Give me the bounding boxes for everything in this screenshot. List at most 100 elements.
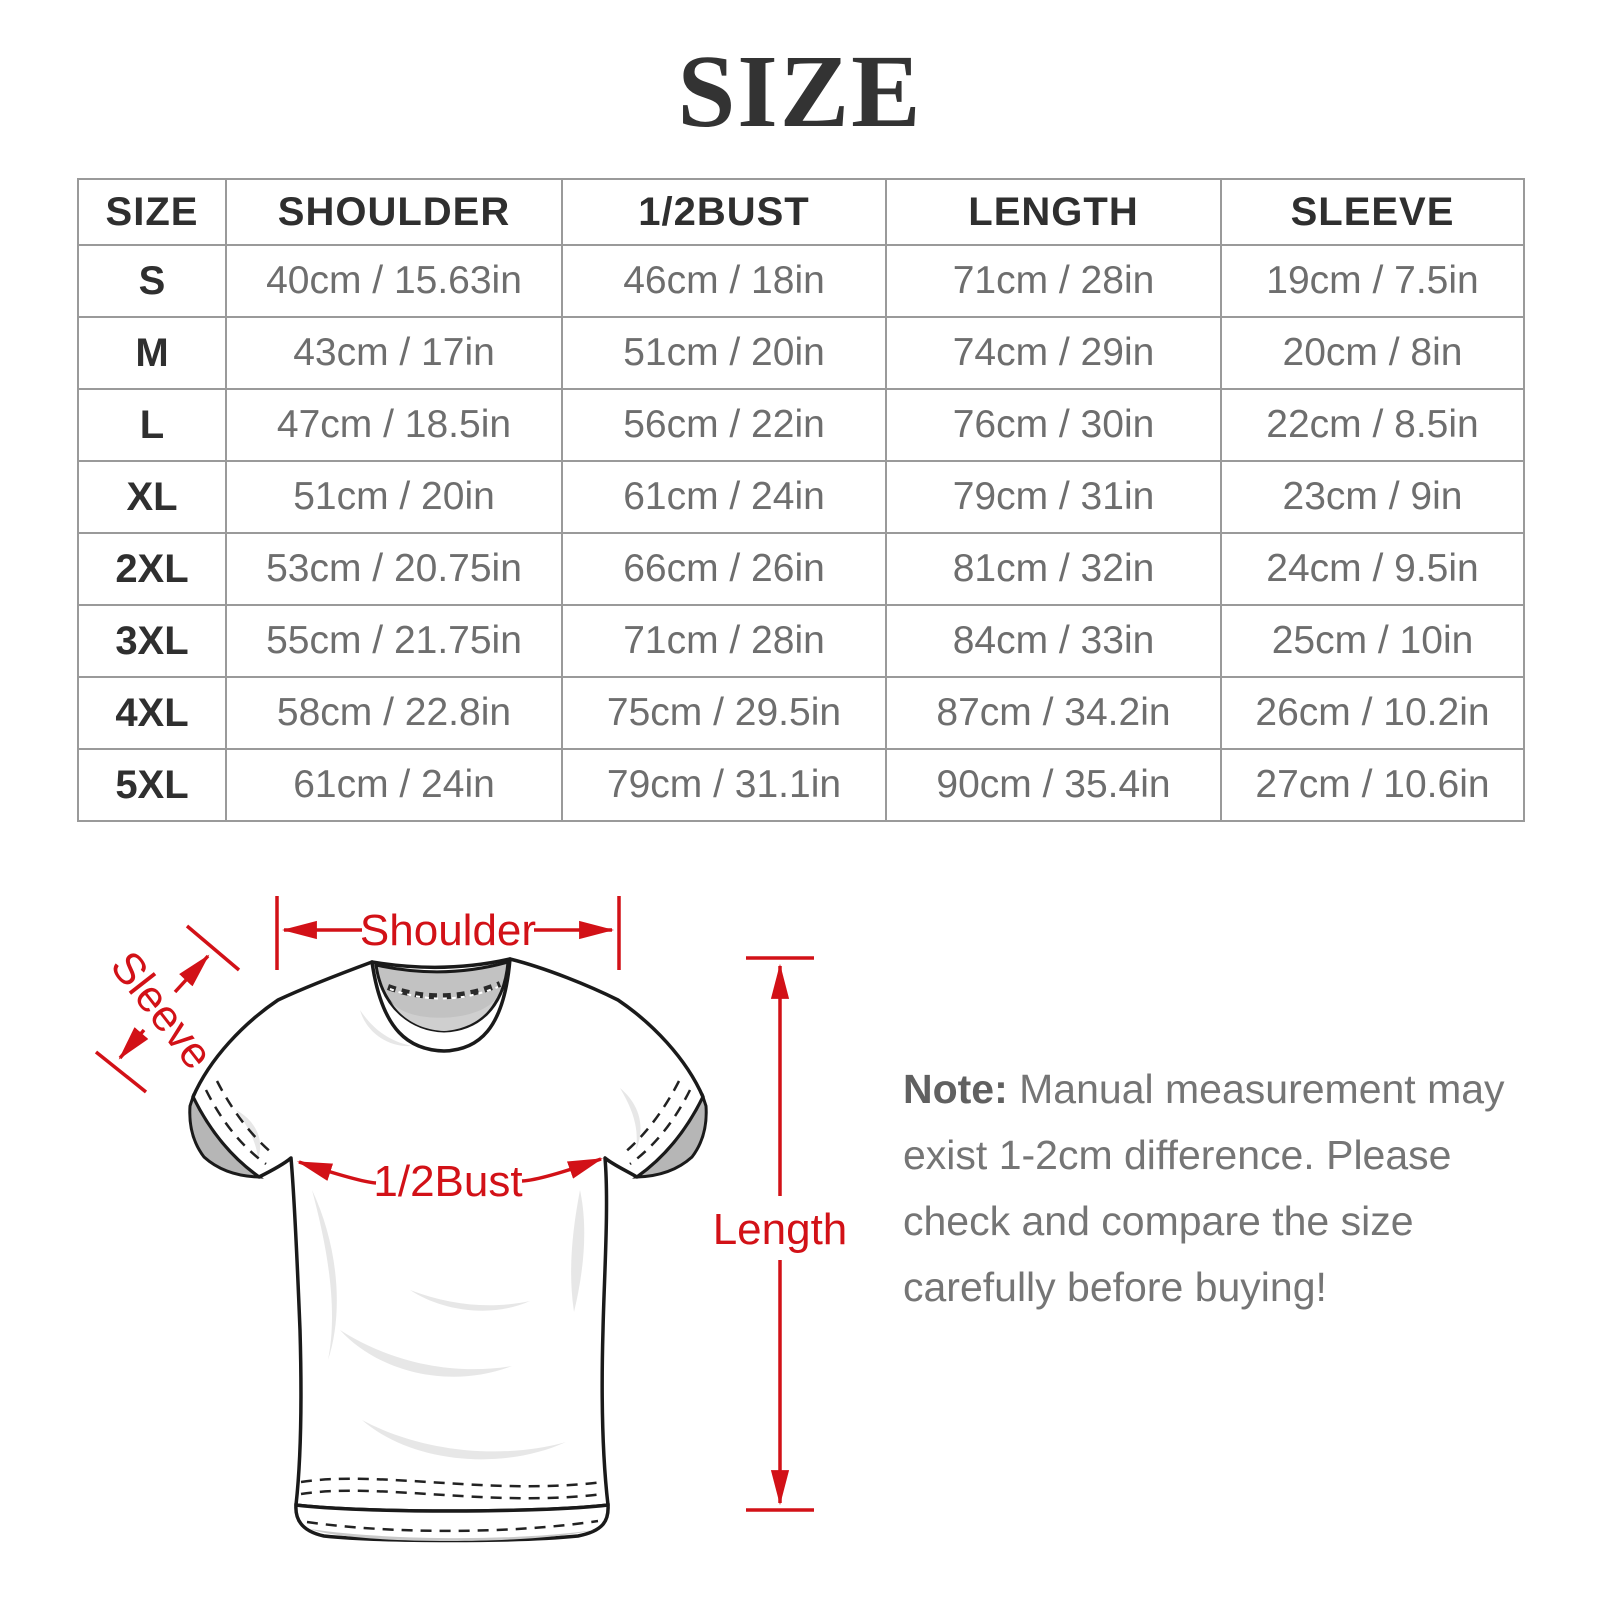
- shoulder-value: 51cm / 20in: [225, 460, 563, 534]
- sleeve-value: 26cm / 10.2in: [1220, 676, 1525, 750]
- note-line: Note: Manual measurement may: [903, 1056, 1543, 1122]
- tshirt-measurement-diagram: Shoulder Sleeve 1/2Bust Length: [94, 896, 848, 1543]
- wrinkle-shape: [362, 1420, 566, 1460]
- right-cuff-stitch: [629, 1089, 692, 1166]
- size-label: 3XL: [77, 604, 227, 678]
- header-sleeve: SLEEVE: [1220, 178, 1525, 246]
- length-value: 84cm / 33in: [885, 604, 1222, 678]
- length-value: 90cm / 35.4in: [885, 748, 1222, 822]
- note-line: exist 1-2cm difference. Please: [903, 1132, 1452, 1178]
- sleeve-value: 27cm / 10.6in: [1220, 748, 1525, 822]
- length-value: 79cm / 31in: [885, 460, 1222, 534]
- right-cuff-underside: [632, 1093, 708, 1179]
- wrinkle-shape: [360, 1010, 412, 1047]
- length-measure: Length: [713, 956, 848, 1512]
- note-prefix: Note:: [903, 1066, 1008, 1112]
- wrinkle-shape: [340, 1330, 512, 1377]
- length-value: 71cm / 28in: [885, 244, 1222, 318]
- sleeve-cap-top: [185, 924, 241, 972]
- sleeve-arrow-down: [118, 1027, 149, 1060]
- hem-stitch: [306, 1519, 599, 1533]
- size-label: M: [77, 316, 227, 390]
- note-line: check and compare the size: [903, 1198, 1414, 1244]
- wrinkle-shape: [571, 1190, 585, 1312]
- table-row: 5XL 61cm / 24in 79cm / 31.1in 90cm / 35.…: [77, 748, 1525, 822]
- hem-band: [294, 1503, 610, 1543]
- size-label: 5XL: [77, 748, 227, 822]
- right-cuff-stitch: [622, 1080, 681, 1155]
- bust-arrow-left: [297, 1160, 377, 1185]
- sleeve-value: 23cm / 9in: [1220, 460, 1525, 534]
- bust-measure: 1/2Bust: [297, 1157, 603, 1206]
- table-row: 2XL 53cm / 20.75in 66cm / 26in 81cm / 32…: [77, 532, 1525, 606]
- shoulder-value: 53cm / 20.75in: [225, 532, 563, 606]
- header-length: LENGTH: [885, 178, 1222, 246]
- sleeve-value: 22cm / 8.5in: [1220, 388, 1525, 462]
- bust-value: 75cm / 29.5in: [561, 676, 887, 750]
- left-cuff-underside: [188, 1093, 264, 1179]
- table-row: L 47cm / 18.5in 56cm / 22in 76cm / 30in …: [77, 388, 1525, 462]
- size-label: 4XL: [77, 676, 227, 750]
- size-label: L: [77, 388, 227, 462]
- page-title: SIZE: [677, 34, 923, 149]
- wrinkle-shape: [236, 1110, 261, 1158]
- wrinkle-shape: [410, 1290, 530, 1311]
- sleeve-arrow-up: [173, 954, 210, 994]
- bust-value: 61cm / 24in: [561, 460, 887, 534]
- length-value: 87cm / 34.2in: [885, 676, 1222, 750]
- table-row: 3XL 55cm / 21.75in 71cm / 28in 84cm / 33…: [77, 604, 1525, 678]
- hem-stitch: [300, 1489, 604, 1500]
- hem: [294, 1477, 610, 1543]
- hem-stitch: [300, 1477, 604, 1488]
- length-value: 76cm / 30in: [885, 388, 1222, 462]
- shoulder-value: 40cm / 15.63in: [225, 244, 563, 318]
- size-label: XL: [77, 460, 227, 534]
- table-header-row: SIZE SHOULDER 1/2BUST LENGTH SLEEVE: [77, 178, 1525, 246]
- sleeve-value: 24cm / 9.5in: [1220, 532, 1525, 606]
- wrinkle-shape: [620, 1088, 641, 1150]
- shoulder-value: 58cm / 22.8in: [225, 676, 563, 750]
- note-line: carefully before buying!: [903, 1264, 1327, 1310]
- bust-value: 66cm / 26in: [561, 532, 887, 606]
- bust-value: 46cm / 18in: [561, 244, 887, 318]
- shoulder-label: Shoulder: [360, 906, 536, 955]
- bust-label: 1/2Bust: [373, 1157, 522, 1206]
- wrinkle-shape: [312, 1190, 337, 1360]
- shoulder-value: 47cm / 18.5in: [225, 388, 563, 462]
- bust-value: 51cm / 20in: [561, 316, 887, 390]
- table-row: XL 51cm / 20in 61cm / 24in 79cm / 31in 2…: [77, 460, 1525, 534]
- table-row: M 43cm / 17in 51cm / 20in 74cm / 29in 20…: [77, 316, 1525, 390]
- measurement-note: Note: Manual measurement may exist 1-2cm…: [903, 1056, 1543, 1320]
- shoulder-measure: Shoulder: [275, 896, 621, 970]
- header-shoulder: SHOULDER: [225, 178, 563, 246]
- collar-shadow: [390, 998, 496, 1031]
- tshirt-outline: [191, 957, 705, 1513]
- size-label: 2XL: [77, 532, 227, 606]
- collar-front-edge: [370, 957, 512, 1053]
- bust-value: 71cm / 28in: [561, 604, 887, 678]
- note-text: Manual measurement may: [1007, 1066, 1505, 1112]
- table-row: S 40cm / 15.63in 46cm / 18in 71cm / 28in…: [77, 244, 1525, 318]
- header-size: SIZE: [77, 178, 227, 246]
- bust-arrow-right: [521, 1157, 603, 1183]
- bust-value: 79cm / 31.1in: [561, 748, 887, 822]
- sleeve-cap-bottom: [94, 1050, 148, 1094]
- shoulder-value: 55cm / 21.75in: [225, 604, 563, 678]
- size-table: SIZE SHOULDER 1/2BUST LENGTH SLEEVE S 40…: [77, 178, 1525, 822]
- collar: [370, 957, 512, 1053]
- tshirt-illustration: [188, 957, 708, 1543]
- collar-stitch: [386, 981, 502, 1000]
- header-bust: 1/2BUST: [561, 178, 887, 246]
- collar-stitch-highlight: [389, 986, 499, 1000]
- left-cuff-stitch: [204, 1089, 267, 1166]
- sleeve-value: 20cm / 8in: [1220, 316, 1525, 390]
- size-label: S: [77, 244, 227, 318]
- sleeve-value: 19cm / 7.5in: [1220, 244, 1525, 318]
- shoulder-value: 61cm / 24in: [225, 748, 563, 822]
- length-value: 81cm / 32in: [885, 532, 1222, 606]
- length-label: Length: [713, 1205, 848, 1254]
- bust-value: 56cm / 22in: [561, 388, 887, 462]
- hem-underside: [310, 1529, 594, 1541]
- table-row: 4XL 58cm / 22.8in 75cm / 29.5in 87cm / 3…: [77, 676, 1525, 750]
